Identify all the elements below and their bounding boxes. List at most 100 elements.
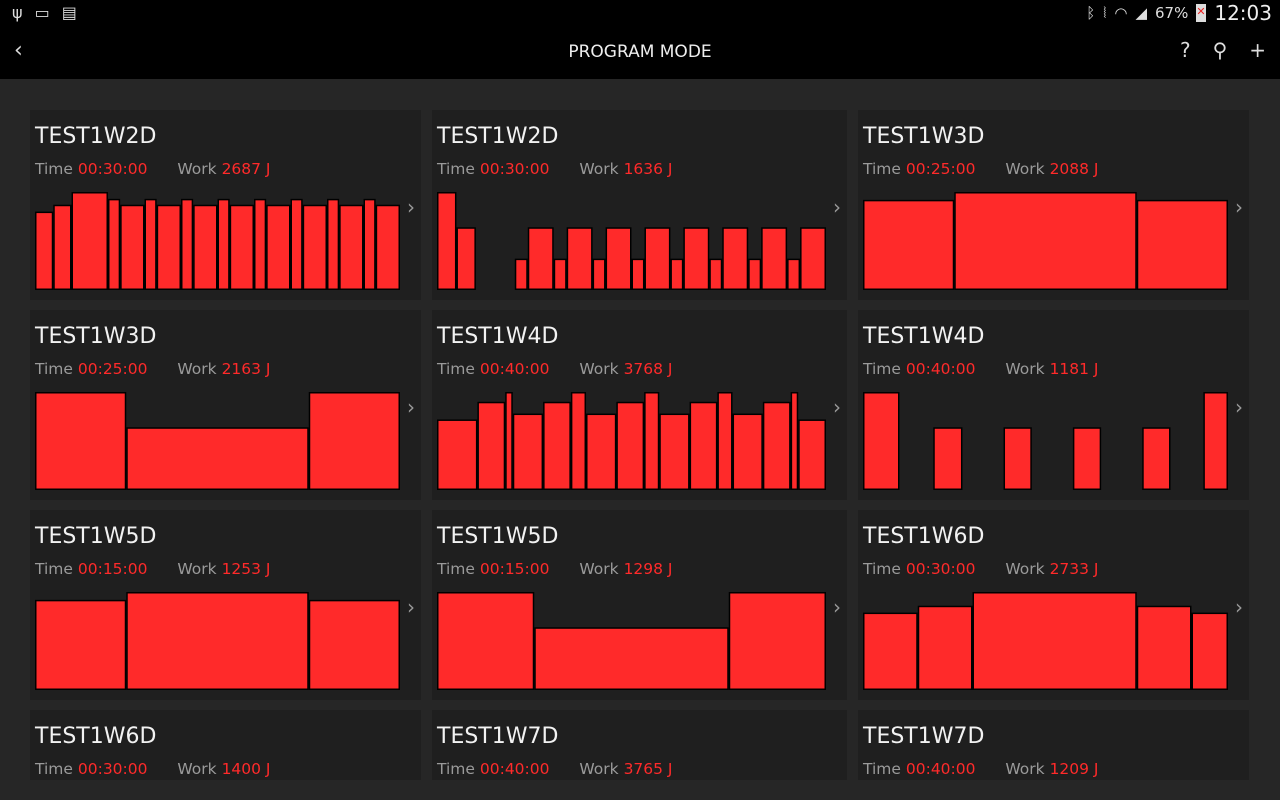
work-value: 3768 J [623, 360, 673, 378]
interval-bar [35, 211, 54, 290]
interval-bar [863, 612, 918, 690]
program-name: TEST1W3D [35, 324, 157, 349]
program-meta: Time 00:15:00 Work 1298 J [437, 560, 673, 578]
add-icon[interactable]: + [1249, 38, 1266, 62]
interval-bar [728, 592, 826, 690]
interval-bar [1203, 392, 1228, 490]
time-value: 00:30:00 [905, 560, 976, 578]
work-label: Work [1005, 160, 1045, 178]
program-card[interactable]: TEST1W4D Time 00:40:00 Work 3768 J › [432, 310, 847, 500]
work-value: 1636 J [623, 160, 673, 178]
time-value: 00:15:00 [479, 560, 550, 578]
interval-bar [543, 401, 571, 490]
chevron-right-icon[interactable]: › [407, 195, 415, 219]
back-icon[interactable]: ‹ [14, 38, 23, 63]
interval-bar [229, 204, 255, 290]
chevron-right-icon[interactable]: › [833, 195, 841, 219]
interval-bar [266, 204, 291, 290]
interval-bar [71, 192, 108, 290]
program-card[interactable]: TEST1W5D Time 00:15:00 Work 1298 J › [432, 510, 847, 700]
time-label: Time [863, 160, 901, 178]
bluetooth-icon: ᛒ [1086, 4, 1096, 22]
chevron-right-icon[interactable]: › [1235, 595, 1243, 619]
program-meta: Time 00:30:00 Work 1636 J [437, 160, 673, 178]
interval-bar [659, 413, 690, 490]
time-value: 00:25:00 [905, 160, 976, 178]
sim-card-icon: ▤ [61, 3, 77, 22]
interval-bar [570, 392, 587, 490]
work-value: 2687 J [221, 160, 271, 178]
program-meta: Time 00:25:00 Work 2088 J [863, 160, 1099, 178]
work-label: Work [579, 360, 619, 378]
program-card[interactable]: TEST1W6D Time 00:30:00 Work 2733 J › [858, 510, 1249, 700]
program-name: TEST1W3D [863, 124, 985, 149]
program-card[interactable]: TEST1W5D Time 00:15:00 Work 1253 J › [30, 510, 421, 700]
battery-icon [1196, 4, 1207, 22]
time-value: 00:30:00 [77, 760, 148, 778]
interval-bar [798, 419, 826, 490]
interval-chart [863, 192, 1228, 290]
help-icon[interactable]: ? [1179, 38, 1191, 62]
interval-chart [35, 392, 400, 490]
program-meta: Time 00:30:00 Work 1400 J [35, 760, 271, 778]
program-card[interactable]: TEST1W3D Time 00:25:00 Work 2088 J › [858, 110, 1249, 300]
time-label: Time [35, 760, 73, 778]
program-card[interactable]: TEST1W7D Time 00:40:00 Work 1209 J [858, 710, 1249, 780]
time-label: Time [35, 160, 73, 178]
program-list[interactable]: TEST1W2D Time 00:30:00 Work 2687 J › TEST… [0, 80, 1280, 780]
interval-bar [108, 198, 121, 290]
interval-bar [120, 204, 145, 290]
interval-bar [308, 392, 400, 490]
interval-bar [514, 258, 528, 290]
program-meta: Time 00:40:00 Work 1209 J [863, 760, 1099, 778]
program-card[interactable]: TEST1W4D Time 00:40:00 Work 1181 J › [858, 310, 1249, 500]
program-card[interactable]: TEST1W6D Time 00:30:00 Work 1400 J [30, 710, 421, 780]
program-card[interactable]: TEST1W2D Time 00:30:00 Work 1636 J › [432, 110, 847, 300]
time-value: 00:40:00 [905, 760, 976, 778]
interval-bar [566, 227, 593, 290]
interval-bar [863, 392, 900, 490]
program-card[interactable]: TEST1W2D Time 00:30:00 Work 2687 J › [30, 110, 421, 300]
interval-bar [1191, 612, 1228, 690]
chevron-right-icon[interactable]: › [407, 595, 415, 619]
program-card[interactable]: TEST1W7D Time 00:40:00 Work 3765 J [432, 710, 847, 780]
program-card[interactable]: TEST1W3D Time 00:25:00 Work 2163 J › [30, 310, 421, 500]
chevron-right-icon[interactable]: › [833, 395, 841, 419]
time-value: 00:30:00 [77, 160, 148, 178]
interval-bar [732, 413, 763, 490]
work-value: 3765 J [623, 760, 673, 778]
program-meta: Time 00:30:00 Work 2687 J [35, 160, 271, 178]
interval-bar [709, 258, 723, 290]
program-name: TEST1W4D [437, 324, 559, 349]
interval-bar [35, 392, 127, 490]
program-meta: Time 00:25:00 Work 2163 J [35, 360, 271, 378]
program-grid: TEST1W2D Time 00:30:00 Work 2687 J › TEST… [30, 110, 1249, 780]
program-name: TEST1W2D [35, 124, 157, 149]
battery-percent: 67% [1155, 4, 1189, 22]
interval-chart [437, 392, 826, 490]
work-value: 2163 J [221, 360, 271, 378]
interval-bar [437, 192, 457, 290]
interval-bar [748, 258, 762, 290]
interval-bar [308, 599, 400, 690]
chevron-right-icon[interactable]: › [833, 595, 841, 619]
time-label: Time [437, 160, 475, 178]
usb-icon: ψ [12, 3, 23, 22]
interval-bar [586, 413, 617, 490]
wifi-icon: ◠ [1114, 4, 1128, 22]
interval-bar [722, 227, 749, 290]
interval-bar [363, 198, 376, 290]
work-label: Work [1005, 560, 1045, 578]
interval-bar [156, 204, 181, 290]
search-icon[interactable]: ⚲ [1212, 38, 1228, 62]
interval-bar [553, 258, 567, 290]
interval-bar [1136, 199, 1228, 290]
chevron-right-icon[interactable]: › [407, 395, 415, 419]
interval-chart [437, 192, 826, 290]
chevron-right-icon[interactable]: › [1235, 195, 1243, 219]
chevron-right-icon[interactable]: › [1235, 395, 1243, 419]
screen-cast-icon: ▭ [34, 3, 50, 22]
work-value: 1298 J [623, 560, 673, 578]
work-value: 2733 J [1049, 560, 1099, 578]
time-label: Time [437, 360, 475, 378]
